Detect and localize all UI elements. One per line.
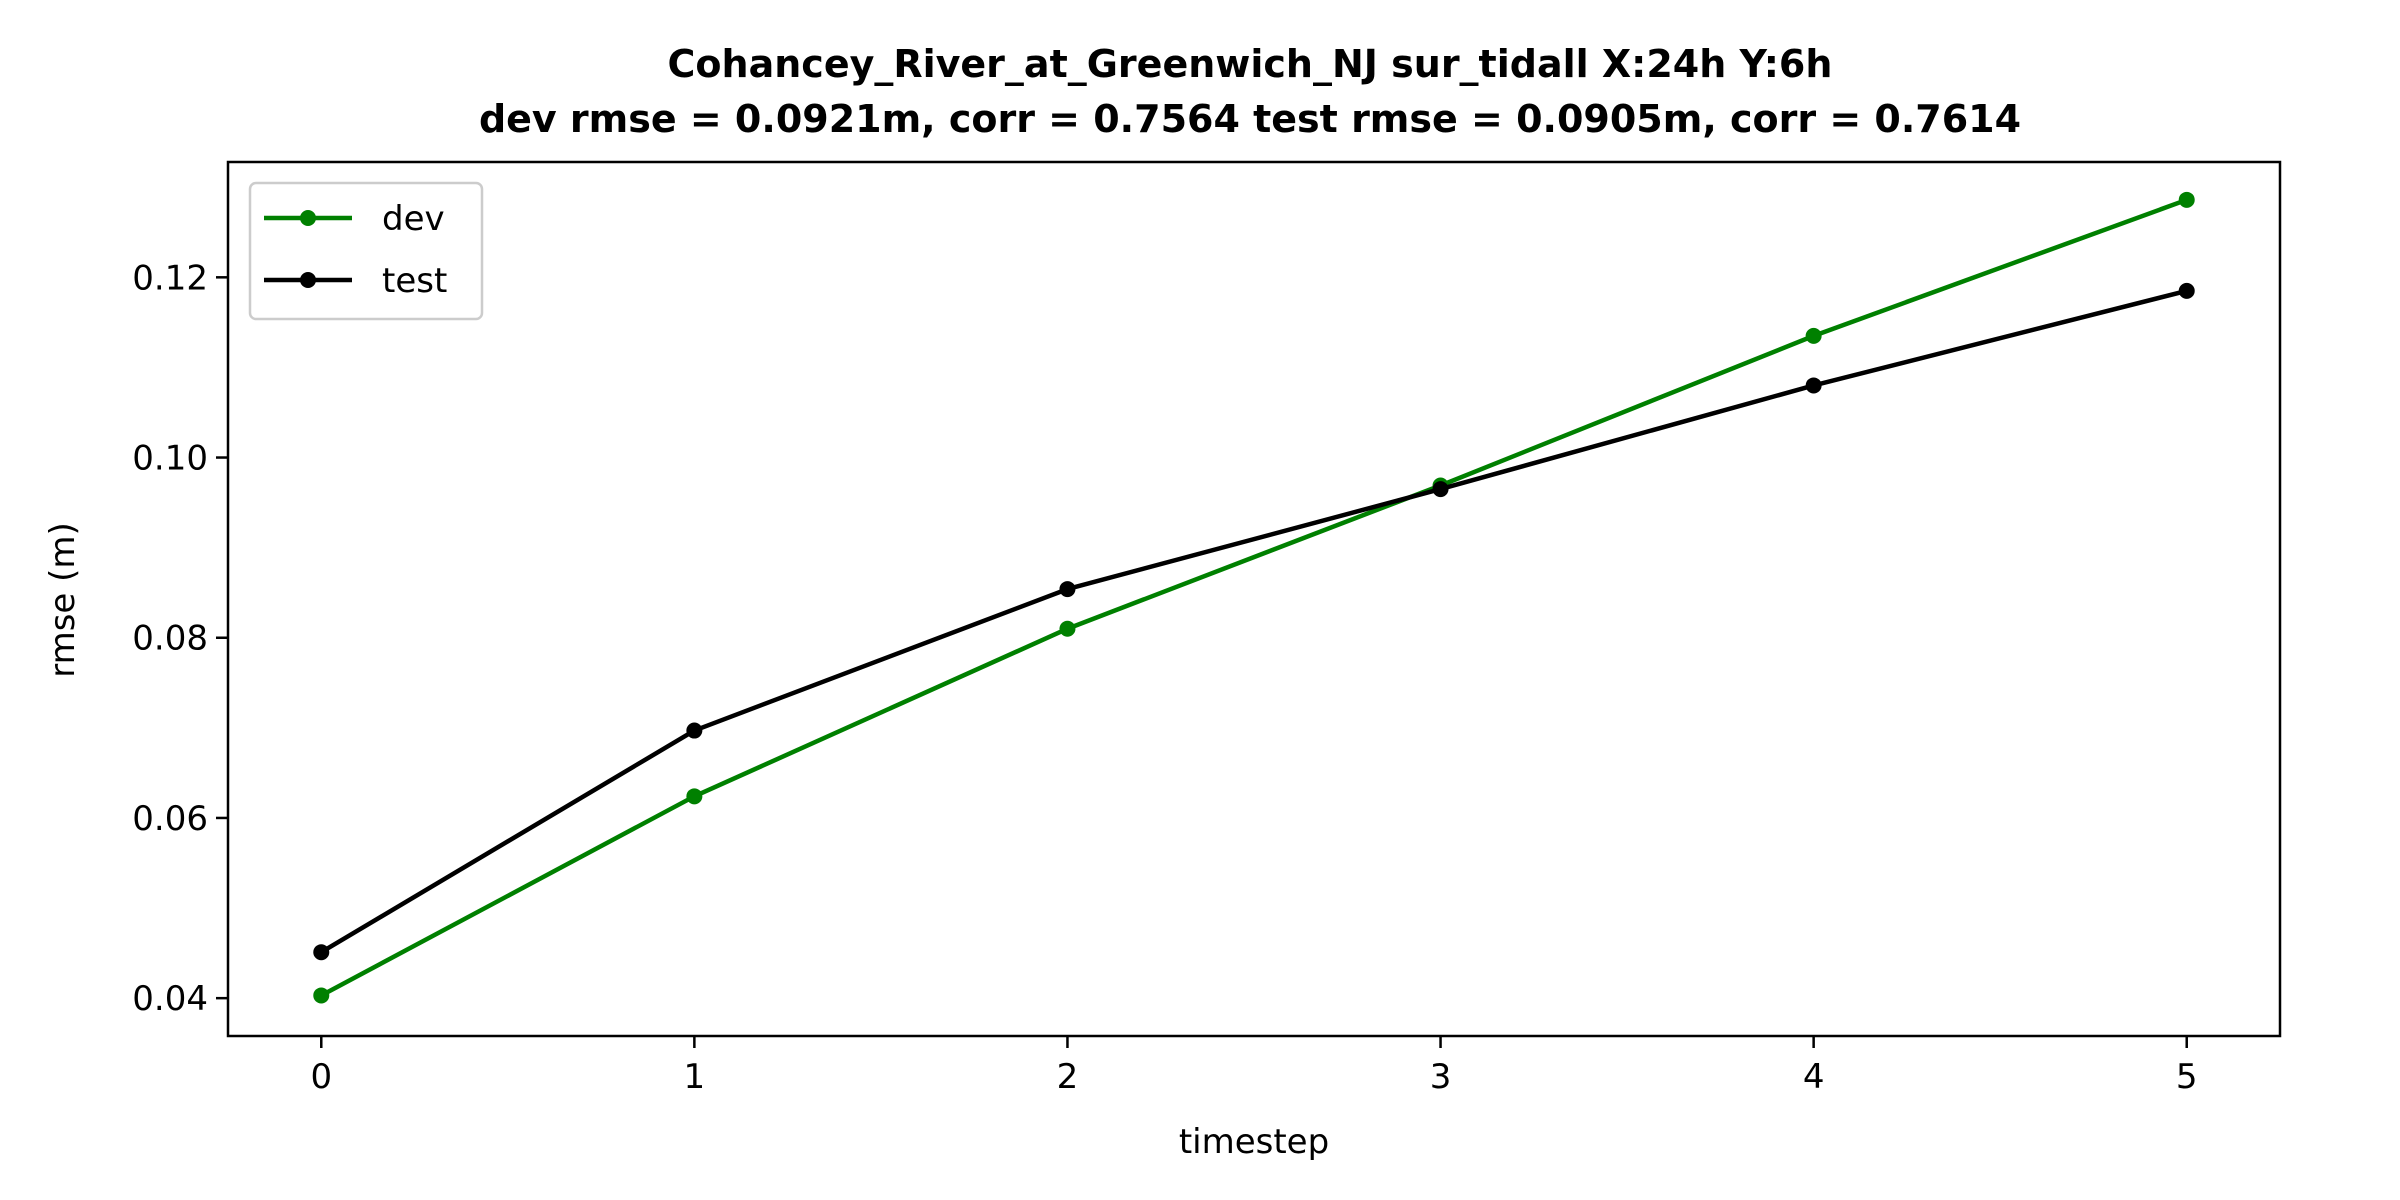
y-tick-label: 0.08 [132,619,208,659]
series-line-test [318,288,2190,956]
legend: dev test [248,181,484,321]
legend-marker-test [300,272,316,288]
x-axis: 0 1 2 3 4 5 [310,1036,2198,1097]
chart-title-line1: Cohancey_River_at_Greenwich_NJ sur_tidal… [668,42,1833,86]
y-tick-label: 0.12 [132,258,208,298]
series-layer [313,191,2195,1004]
legend-marker-dev [300,210,316,226]
data-point-dev [1805,327,1822,344]
data-point-dev [1059,620,1076,637]
x-tick-label: 3 [1430,1057,1452,1097]
y-tick-label: 0.10 [132,439,208,479]
x-tick-label: 0 [310,1057,332,1097]
x-tick-label: 2 [1057,1057,1079,1097]
data-point-test [1059,581,1076,598]
data-point-dev [313,987,330,1004]
y-axis-label: rmse (m) [43,522,83,678]
chart-title-line2: dev rmse = 0.0921m, corr = 0.7564 test r… [479,97,2021,141]
legend-label-dev: dev [382,199,445,239]
x-tick-label: 4 [1803,1057,1825,1097]
data-point-test [2178,282,2195,299]
data-point-test [1805,377,1822,394]
x-tick-label: 5 [2176,1057,2198,1097]
legend-label-test: test [382,261,447,301]
data-point-test [313,944,330,961]
x-tick-label: 1 [684,1057,706,1097]
data-point-test [1432,481,1449,498]
data-point-test [686,722,703,739]
data-point-dev [686,788,703,805]
y-axis: 0.04 0.06 0.08 0.10 0.12 [132,258,228,1019]
plot-area-frame [226,160,2282,1038]
series-line-dev [318,196,2190,999]
y-tick-label: 0.04 [132,979,208,1019]
x-axis-label: timestep [1179,1122,1329,1162]
y-tick-label: 0.06 [132,799,208,839]
data-point-dev [2178,191,2195,208]
